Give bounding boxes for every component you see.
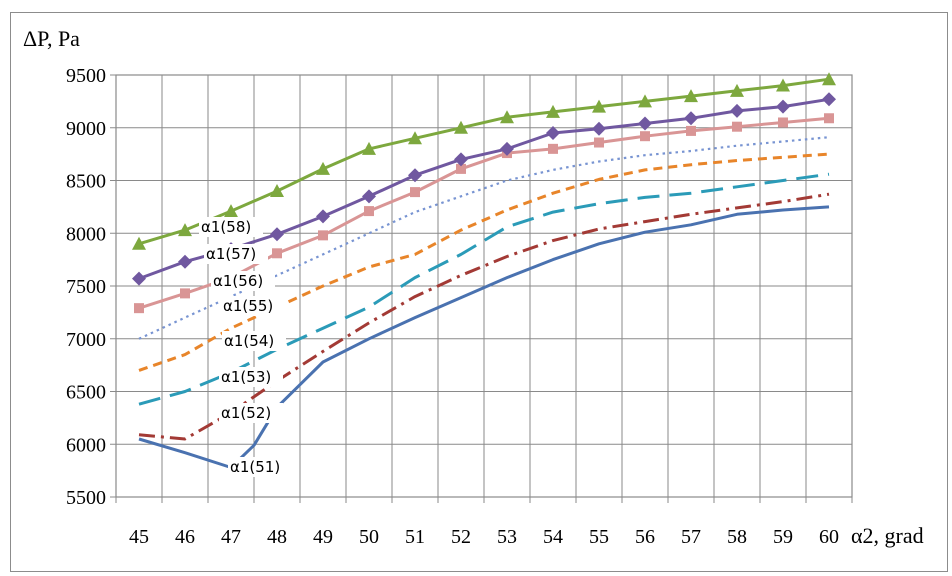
- y-tick-label: 7500: [66, 276, 106, 298]
- data-point-square: [778, 117, 788, 128]
- x-tick-label: 59: [773, 526, 793, 548]
- data-point-diamond: [684, 111, 698, 126]
- data-point-diamond: [178, 254, 192, 269]
- series-group: [132, 72, 836, 469]
- x-tick-label: 51: [405, 526, 425, 548]
- data-point-square: [180, 288, 190, 299]
- data-point-square: [318, 230, 328, 241]
- data-point-triangle: [408, 131, 422, 145]
- y-tick-label: 9500: [66, 65, 106, 87]
- series-label-bg: [199, 217, 263, 237]
- data-point-diamond: [316, 209, 330, 224]
- data-point-triangle: [316, 161, 330, 175]
- data-point-square: [410, 187, 420, 198]
- data-point-square: [456, 163, 466, 174]
- data-point-square: [732, 121, 742, 132]
- series-label-bg: [222, 331, 286, 351]
- axes: 5500 6000 6500 7000 7500 8000 8500 9000 9500 45 46…: [66, 65, 853, 548]
- x-tick-label: 49: [313, 526, 333, 548]
- series-line: [138, 77, 830, 246]
- data-point-diamond: [454, 152, 468, 167]
- series-label-bg: [228, 457, 292, 477]
- series-label: α1(52): [221, 404, 271, 422]
- x-axis-title: α2, grad: [851, 523, 924, 548]
- data-point-triangle: [822, 72, 836, 86]
- x-tick-label: 50: [359, 526, 379, 548]
- data-point-triangle: [776, 78, 790, 92]
- pressure-chart: 5500 6000 6500 7000 7500 8000 8500 9000 9500 45 46…: [23, 26, 924, 548]
- y-axis-title: ΔP, Pa: [23, 26, 80, 51]
- data-point-triangle: [270, 184, 284, 198]
- x-tick-label: 53: [497, 526, 517, 548]
- y-tick-label: 6500: [66, 382, 106, 404]
- x-tick-label: 58: [727, 526, 747, 548]
- data-point-square: [364, 206, 374, 217]
- data-point-triangle: [178, 223, 192, 237]
- data-point-triangle: [592, 99, 606, 113]
- series-label: α1(56): [213, 272, 263, 290]
- series-line: [138, 97, 830, 281]
- data-point-triangle: [638, 94, 652, 108]
- data-point-square: [548, 143, 558, 154]
- data-point-square: [594, 137, 604, 148]
- y-tick-label: 8500: [66, 171, 106, 193]
- data-point-diamond: [776, 99, 790, 114]
- x-tick-label: 52: [451, 526, 471, 548]
- x-tick-label: 46: [175, 526, 195, 548]
- series-label: α1(57): [206, 245, 256, 263]
- x-tick-label: 56: [635, 526, 655, 548]
- y-tick-label: 8000: [66, 223, 106, 245]
- chart-frame: 5500 6000 6500 7000 7500 8000 8500 9000 9500 45 46…: [10, 12, 948, 572]
- y-tick-label: 6000: [66, 434, 106, 456]
- series-label-bg: [219, 367, 283, 387]
- series-label-bg: [211, 271, 275, 291]
- data-point-square: [272, 248, 282, 259]
- data-point-triangle: [362, 141, 376, 155]
- y-tick-label: 9000: [66, 118, 106, 140]
- data-point-diamond: [408, 168, 422, 183]
- series-label: α1(58): [201, 218, 251, 236]
- series-label: α1(55): [223, 297, 273, 315]
- data-point-diamond: [592, 121, 606, 136]
- data-point-square: [686, 125, 696, 136]
- x-tick-label: 45: [129, 526, 149, 548]
- series-label-bg: [221, 296, 285, 316]
- data-point-triangle: [454, 120, 468, 134]
- series-label: α1(54): [224, 332, 274, 350]
- data-point-diamond: [500, 141, 514, 156]
- x-tick-label: 54: [543, 526, 563, 548]
- x-tick-label: 48: [267, 526, 287, 548]
- data-point-diamond: [638, 116, 652, 131]
- data-point-triangle: [730, 83, 744, 97]
- series-label: α1(53): [221, 368, 271, 386]
- x-tick-label: 57: [681, 526, 701, 548]
- data-point-triangle: [546, 104, 560, 118]
- data-point-square: [640, 131, 650, 142]
- x-tick-label: 47: [221, 526, 241, 548]
- series-line: [138, 116, 830, 310]
- series-line: [138, 172, 830, 406]
- data-point-square: [824, 113, 834, 124]
- data-point-triangle: [132, 236, 146, 250]
- data-point-diamond: [362, 189, 376, 204]
- series-line: [138, 205, 830, 469]
- series-label-bg: [204, 244, 268, 264]
- data-point-diamond: [270, 227, 284, 242]
- x-tick-label: 60: [819, 526, 839, 548]
- y-tick-label: 7000: [66, 329, 106, 351]
- y-tick-label: 5500: [66, 487, 106, 509]
- data-point-diamond: [822, 92, 836, 107]
- series-labels: α1(51) α1(52) α1(53) α1(54) α1(55) α1(56) α1(5…: [199, 217, 292, 477]
- data-point-triangle: [224, 204, 238, 218]
- series-label: α1(51): [230, 458, 280, 476]
- data-point-square: [134, 303, 144, 314]
- series-line: [138, 152, 830, 372]
- series-label-bg: [219, 403, 283, 423]
- data-point-triangle: [500, 110, 514, 124]
- data-point-triangle: [684, 89, 698, 103]
- data-point-diamond: [730, 103, 744, 118]
- data-point-diamond: [132, 271, 146, 286]
- series-line: [138, 192, 830, 441]
- x-tick-label: 55: [589, 526, 609, 548]
